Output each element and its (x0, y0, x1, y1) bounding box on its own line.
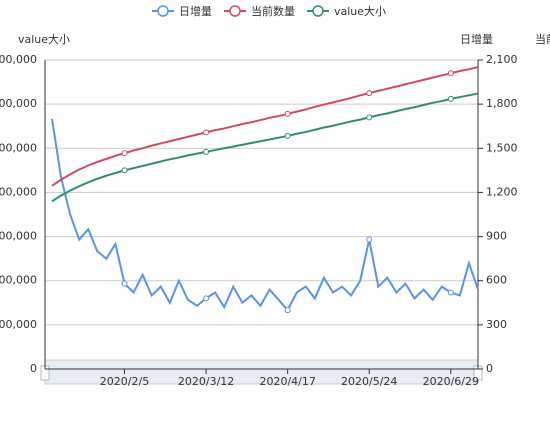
y-tick-label: 0,000,000 (0, 318, 37, 331)
series-line (51, 66, 479, 187)
point (203, 129, 210, 136)
x-tick-label: 2020/6/29 (423, 375, 479, 388)
series-line (51, 118, 479, 312)
point (447, 70, 454, 77)
data-zoom[interactable] (44, 359, 479, 385)
y-tick-label: 0,000,000 (0, 230, 37, 243)
y2-tick-label: 900 (486, 230, 507, 243)
y2-tick-label: 1,200 (486, 185, 518, 198)
legend-label[interactable]: 日增量 (179, 4, 212, 18)
x-tick-label: 2020/4/17 (259, 375, 315, 388)
point (447, 95, 454, 102)
legend-label[interactable]: value大小 (334, 4, 386, 18)
x-tick-label: 2020/2/5 (100, 375, 149, 388)
point (284, 132, 291, 139)
y2-tick-label: 600 (486, 274, 507, 287)
y2-tick-label: 300 (486, 318, 507, 331)
point (447, 289, 454, 296)
legend-icon[interactable] (312, 5, 324, 17)
y-tick-label: 0,000,000 (0, 185, 37, 198)
legend-label[interactable]: 当前数量 (251, 4, 295, 18)
y-axis-name: value大小 (18, 32, 70, 46)
point (366, 236, 373, 243)
y-tick-label: 0,000,000 (0, 97, 37, 110)
y2-tick-label: 2,100 (486, 53, 518, 66)
y2-tick-label: 0 (486, 362, 493, 375)
point (121, 150, 128, 157)
point (121, 167, 128, 174)
y-tick-label: 0,000,000 (0, 274, 37, 287)
point (284, 110, 291, 117)
legend-icon[interactable] (229, 5, 241, 17)
y-tick-label: 0,000,000 (0, 53, 37, 66)
point (366, 90, 373, 97)
point (203, 148, 210, 155)
point (284, 307, 291, 314)
series-line (51, 92, 479, 203)
x-tick-label: 2020/3/12 (178, 375, 234, 388)
x-tick-label: 2020/5/24 (341, 375, 397, 388)
point (121, 280, 128, 287)
y2-tick-label: 1,800 (486, 97, 518, 110)
y2-tick-label: 1,500 (486, 141, 518, 154)
y2-axis-name: 日增量 (460, 32, 493, 46)
point (203, 295, 210, 302)
y3-axis-name: 当前 (535, 32, 550, 46)
legend-icon[interactable] (157, 5, 169, 17)
y-tick-label: 0 (30, 362, 37, 375)
point (366, 114, 373, 121)
y-tick-label: 0,000,000 (0, 141, 37, 154)
